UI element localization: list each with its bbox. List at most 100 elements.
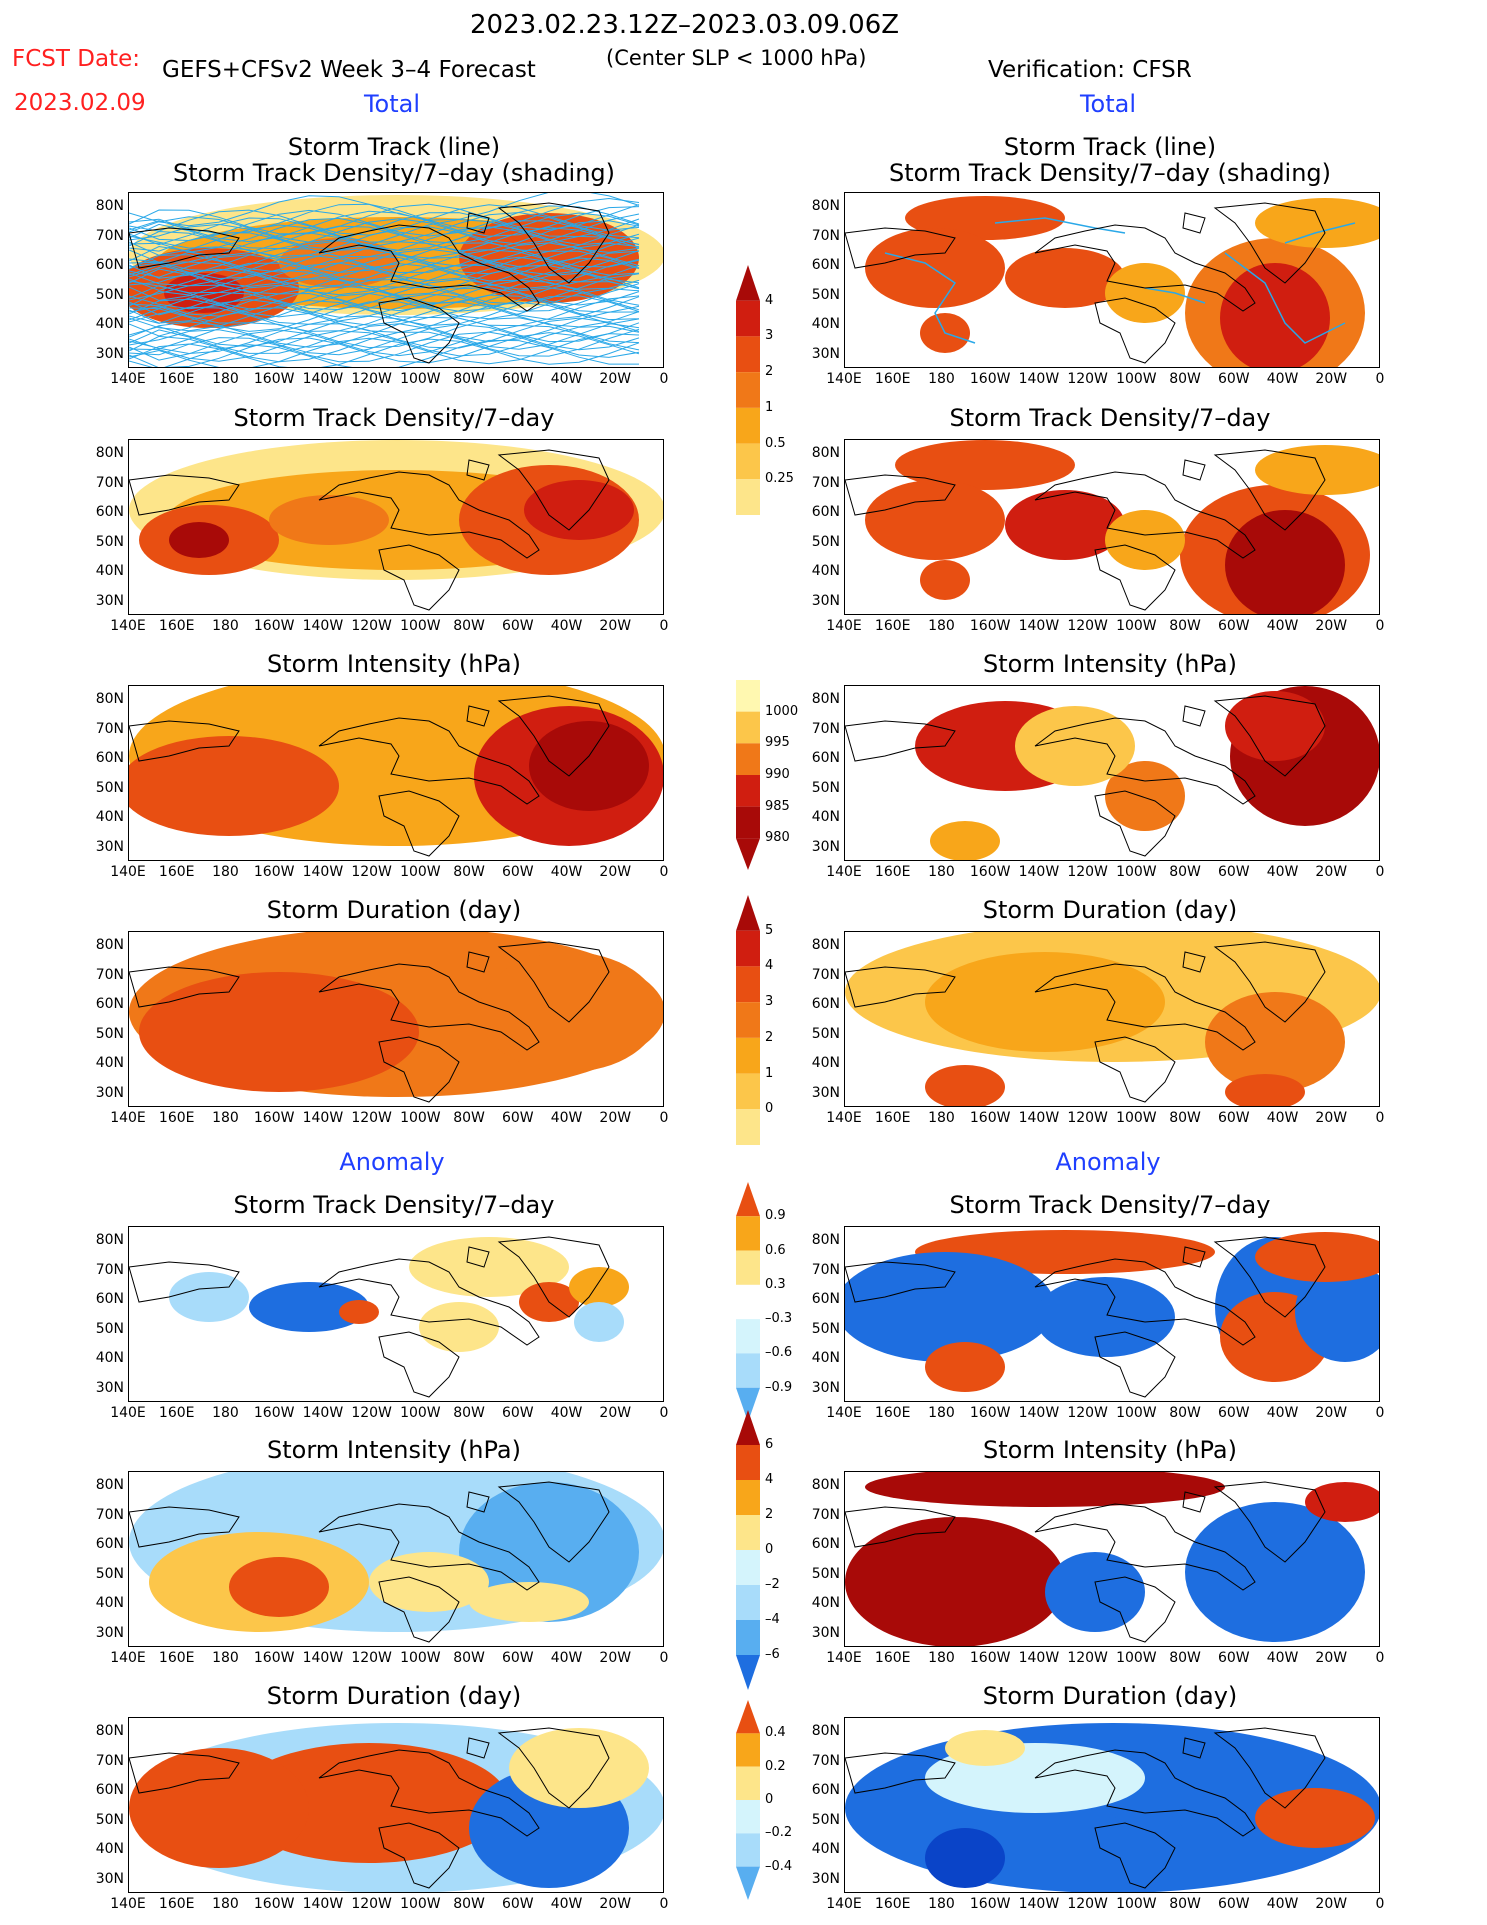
lat-label: 50N	[811, 1025, 840, 1042]
lon-label: 120W	[1067, 1110, 1108, 1126]
lat-label: 60N	[95, 1782, 124, 1798]
colorbar-label: –4	[765, 1612, 780, 1627]
storm-track-line	[129, 218, 640, 251]
colorbar-segment	[736, 1109, 760, 1145]
lon-label: 160W	[969, 1405, 1011, 1421]
colorbar-label: 4	[765, 292, 774, 308]
coastline	[378, 1822, 460, 1889]
shading-region	[1225, 1074, 1305, 1106]
lat-label: 30N	[95, 1870, 124, 1887]
map-shading	[845, 440, 1379, 614]
lon-label: 140W	[1018, 1896, 1060, 1912]
storm-track-line	[129, 317, 640, 355]
map-shading	[129, 932, 663, 1103]
storm-track-line	[129, 339, 639, 367]
lon-label: 120W	[351, 864, 392, 880]
lat-label: 30N	[811, 592, 840, 609]
lon-label: 60W	[1217, 1110, 1250, 1126]
lon-label: 140E	[826, 1110, 862, 1126]
colorbar-label: 0	[765, 1101, 774, 1117]
shading-region	[865, 480, 1005, 560]
storm-track-line	[129, 293, 640, 325]
lat-label: 80N	[95, 1232, 124, 1248]
lat-label: 50N	[95, 533, 124, 550]
map-panel	[844, 1226, 1380, 1402]
lon-label: 140E	[110, 371, 146, 387]
lon-label: 40W	[1266, 1405, 1299, 1421]
model-title: GEFS+CFSv2 Week 3–4 Forecast	[162, 57, 536, 83]
lon-label: 100W	[400, 1110, 441, 1126]
shading-region	[1255, 445, 1379, 495]
lon-label: 140W	[302, 1896, 344, 1912]
lon-label: 160E	[158, 864, 195, 880]
lon-label: 160W	[253, 618, 295, 634]
colorbar-label: –0.9	[765, 1379, 793, 1395]
colorbar-segment	[736, 1216, 760, 1251]
storm-track-line	[129, 237, 640, 273]
coastline	[1213, 941, 1326, 1023]
lon-label: 100W	[1116, 618, 1157, 634]
shading-region	[139, 972, 419, 1092]
lon-label: 180	[212, 1896, 239, 1912]
coastline	[318, 963, 540, 1051]
colorbar	[736, 895, 760, 1145]
section-anomaly-right: Anomaly	[1055, 1148, 1161, 1176]
title-track-shading-right: Storm Track Density/7–day (shading)	[888, 159, 1332, 187]
lon-label: 140E	[826, 1896, 862, 1912]
lon-label: 180	[928, 1110, 955, 1126]
lon-label: 60W	[501, 1896, 534, 1912]
lon-label: 120W	[1067, 618, 1108, 634]
lon-label: 60W	[1217, 371, 1250, 387]
lat-label: 70N	[95, 966, 124, 983]
coastline	[466, 459, 490, 481]
lon-label: 80W	[1169, 1110, 1201, 1126]
storm-track-line	[129, 248, 640, 280]
lat-label: 80N	[811, 937, 840, 953]
coastline	[318, 1749, 540, 1837]
lon-label: 180	[212, 371, 239, 387]
map-shading	[845, 932, 1379, 1106]
shading-region	[945, 1730, 1025, 1766]
coastline	[378, 1576, 460, 1643]
lon-label: 100W	[1116, 1650, 1157, 1666]
lon-label: 80W	[453, 864, 485, 880]
colorbar-segment	[736, 1410, 760, 1445]
map-shading	[129, 440, 663, 611]
coastline	[845, 474, 956, 516]
colorbar-segment	[736, 930, 760, 967]
colorbar-segment	[736, 806, 760, 839]
shading-region	[920, 560, 970, 600]
lon-label: 120W	[351, 371, 392, 387]
coastline	[378, 297, 460, 364]
lon-label: 140W	[302, 1110, 344, 1126]
storm-track-line	[129, 279, 640, 316]
lon-label: 140E	[110, 618, 146, 634]
storm-track-line	[129, 338, 640, 367]
title-density-anom-right: Storm Track Density/7–day	[949, 1191, 1271, 1219]
lat-label: 40N	[95, 563, 124, 579]
lat-label: 30N	[95, 345, 124, 362]
lon-label: 20W	[599, 864, 632, 880]
lon-label: 100W	[1116, 1896, 1157, 1912]
lat-label: 40N	[95, 809, 124, 825]
map-panel	[844, 1717, 1380, 1893]
colorbar-segment	[736, 895, 760, 931]
coastline	[1182, 705, 1206, 727]
lon-label: 80W	[1169, 1650, 1201, 1666]
period-title: 2023.02.23.12Z–2023.03.09.06Z	[470, 10, 900, 40]
lon-label: 80W	[453, 1405, 485, 1421]
coastline	[466, 951, 490, 973]
lon-label: 60W	[1217, 1405, 1250, 1421]
storm-track-line	[129, 242, 640, 280]
shading-region	[1255, 198, 1379, 248]
lon-label: 20W	[1315, 371, 1348, 387]
colorbar-segment	[736, 775, 760, 807]
colorbar-label: 985	[765, 798, 790, 814]
lon-label: 180	[928, 371, 955, 387]
colorbar-segment	[736, 407, 760, 444]
title-duration-anom-right: Storm Duration (day)	[982, 1682, 1238, 1710]
colorbar-label: 4	[765, 1472, 774, 1487]
lat-label: 80N	[95, 1477, 124, 1493]
lon-label: 0	[1375, 371, 1385, 387]
lat-label: 30N	[811, 1624, 840, 1641]
